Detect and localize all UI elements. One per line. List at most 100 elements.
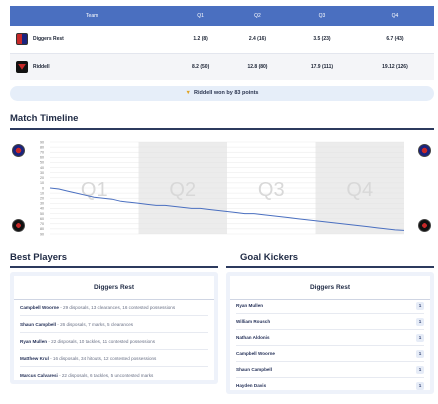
best-players-title: Best Players [10,252,68,263]
goal-kickers-card: Diggers Rest Ryan Mullen 1 William Rousch… [230,276,430,390]
match-timeline-title: Match Timeline [10,113,79,124]
result-banner: ▼ Riddell won by 83 points [10,86,434,101]
list-item: Ryan Mullen - 22 disposals, 10 tackles, … [20,334,208,350]
best-players-card: Diggers Rest Campbell Woorne - 29 dispos… [14,276,214,380]
y-tick-label: 10 [40,191,44,195]
kicker-name: Campbell Woorne [236,351,275,356]
y-tick-label: 30 [40,202,44,206]
y-tick-label: 0 [42,186,44,190]
score-table: Team Q1 Q2 Q3 Q4 Diggers Rest 1.2 (8) 2.… [10,6,434,80]
list-item: Nathan Aldonis 1 [236,330,424,346]
quarter-label: Q4 [346,179,373,201]
y-tick-label: 70 [40,151,44,155]
y-tick-label: 90 [40,140,44,144]
player-stats: - 22 disposals, 6 tackles, 5 uncontested… [57,373,154,378]
y-tick-label: 60 [40,217,44,221]
goal-kickers-team: Diggers Rest [230,276,430,300]
team-name: Riddell [33,63,50,70]
table-row: Riddell 8.2 (50) 12.8 (80) 17.9 (111) 19… [10,53,434,80]
kicker-name: Shaun Campbell [236,367,272,372]
score-q1: 8.2 (50) [174,53,227,80]
y-tick-label: 50 [40,161,44,165]
goals-badge: 1 [416,382,424,390]
score-q1: 1.2 (8) [174,26,227,54]
goals-badge: 1 [416,350,424,358]
player-stats: - 29 disposals, 13 clearances, 16 contes… [58,305,176,310]
diggers-rest-logo-icon [16,33,28,46]
player-name: Campbell Woorne [20,305,59,310]
goals-badge: 1 [416,302,424,310]
margin-line [49,187,404,231]
y-tick-label: 90 [40,232,44,236]
y-tick-label: 80 [40,145,44,149]
y-tick-label: 60 [40,156,44,160]
kicker-name: Ryan Mullen [236,303,264,308]
score-q2: 12.8 (80) [226,53,288,80]
player-name: Ryan Mullen [20,339,48,344]
player-name: Shaun Campbell [20,322,56,327]
quarter-label: Q3 [258,179,285,201]
score-q3: 3.5 (23) [288,26,356,54]
y-tick-label: 10 [40,181,44,185]
list-item: Campbell Woorne - 29 disposals, 13 clear… [20,300,208,316]
list-item: Shaun Campbell - 26 disposals, 7 marks, … [20,317,208,333]
y-tick-label: 40 [40,207,44,211]
score-q3: 17.9 (111) [288,53,356,80]
best-players-panel: Diggers Rest Campbell Woorne - 29 dispos… [10,272,218,384]
diggers-rest-logo-icon [12,144,25,157]
riddell-logo-icon [418,219,431,232]
player-name: Matthew Krul [20,356,49,361]
team-cell: Diggers Rest [10,26,175,54]
list-item: Marcus Calvaresi - 22 disposals, 6 tackl… [20,368,208,384]
riddell-logo-icon [16,60,28,73]
player-stats: - 22 disposals, 10 tackles, 11 contested… [47,339,155,344]
team-name: Diggers Rest [33,36,64,43]
table-row: Diggers Rest 1.2 (8) 2.4 (16) 3.5 (23) 6… [10,26,434,54]
diggers-rest-logo-icon [418,144,431,157]
y-tick-label: 50 [40,212,44,216]
section-divider [10,128,434,130]
player-stats: - 26 disposals, 7 marks, 5 clearances [56,322,134,327]
goal-kickers-title: Goal Kickers [240,252,299,263]
list-item: William Rousch 1 [236,314,424,330]
riddell-logo-icon [12,219,25,232]
header-q4: Q4 [355,6,434,26]
header-q1: Q1 [174,6,227,26]
score-q4: 19.12 (126) [355,53,434,80]
y-tick-label: 20 [40,197,44,201]
list-item: Matthew Krul - 16 disposals, 34 hitouts,… [20,351,208,367]
quarter-label: Q1 [81,179,108,201]
best-players-team: Diggers Rest [14,276,214,300]
quarter-label: Q2 [169,179,196,201]
score-table-header: Team Q1 Q2 Q3 Q4 [10,6,434,26]
kicker-name: William Rousch [236,319,271,324]
section-divider [10,266,218,268]
kicker-name: Nathan Aldonis [236,335,270,340]
score-q2: 2.4 (16) [226,26,288,54]
y-tick-label: 20 [40,176,44,180]
list-item: Ryan Mullen 1 [236,298,424,314]
player-name: Marcus Calvaresi [20,373,58,378]
header-q3: Q3 [288,6,356,26]
y-tick-label: 30 [40,171,44,175]
trophy-icon: ▼ [185,90,191,96]
goal-kickers-panel: Diggers Rest Ryan Mullen 1 William Rousch… [226,272,434,394]
goals-badge: 1 [416,334,424,342]
kicker-name: Hayden Davis [236,383,267,388]
goals-badge: 1 [416,318,424,326]
score-q4: 6.7 (43) [355,26,434,54]
y-tick-label: 80 [40,227,44,231]
y-tick-label: 40 [40,166,44,170]
result-text: Riddell won by 83 points [193,90,259,96]
player-stats: - 16 disposals, 34 hitouts, 12 contested… [48,356,157,361]
list-item: Shaun Campbell 1 [236,362,424,378]
team-cell: Riddell [10,53,175,80]
header-team: Team [10,6,175,26]
goals-badge: 1 [416,366,424,374]
list-item: Campbell Woorne 1 [236,346,424,362]
header-q2: Q2 [226,6,288,26]
y-tick-label: 70 [40,222,44,226]
list-item: Hayden Davis 1 [236,378,424,394]
section-divider [226,266,434,268]
